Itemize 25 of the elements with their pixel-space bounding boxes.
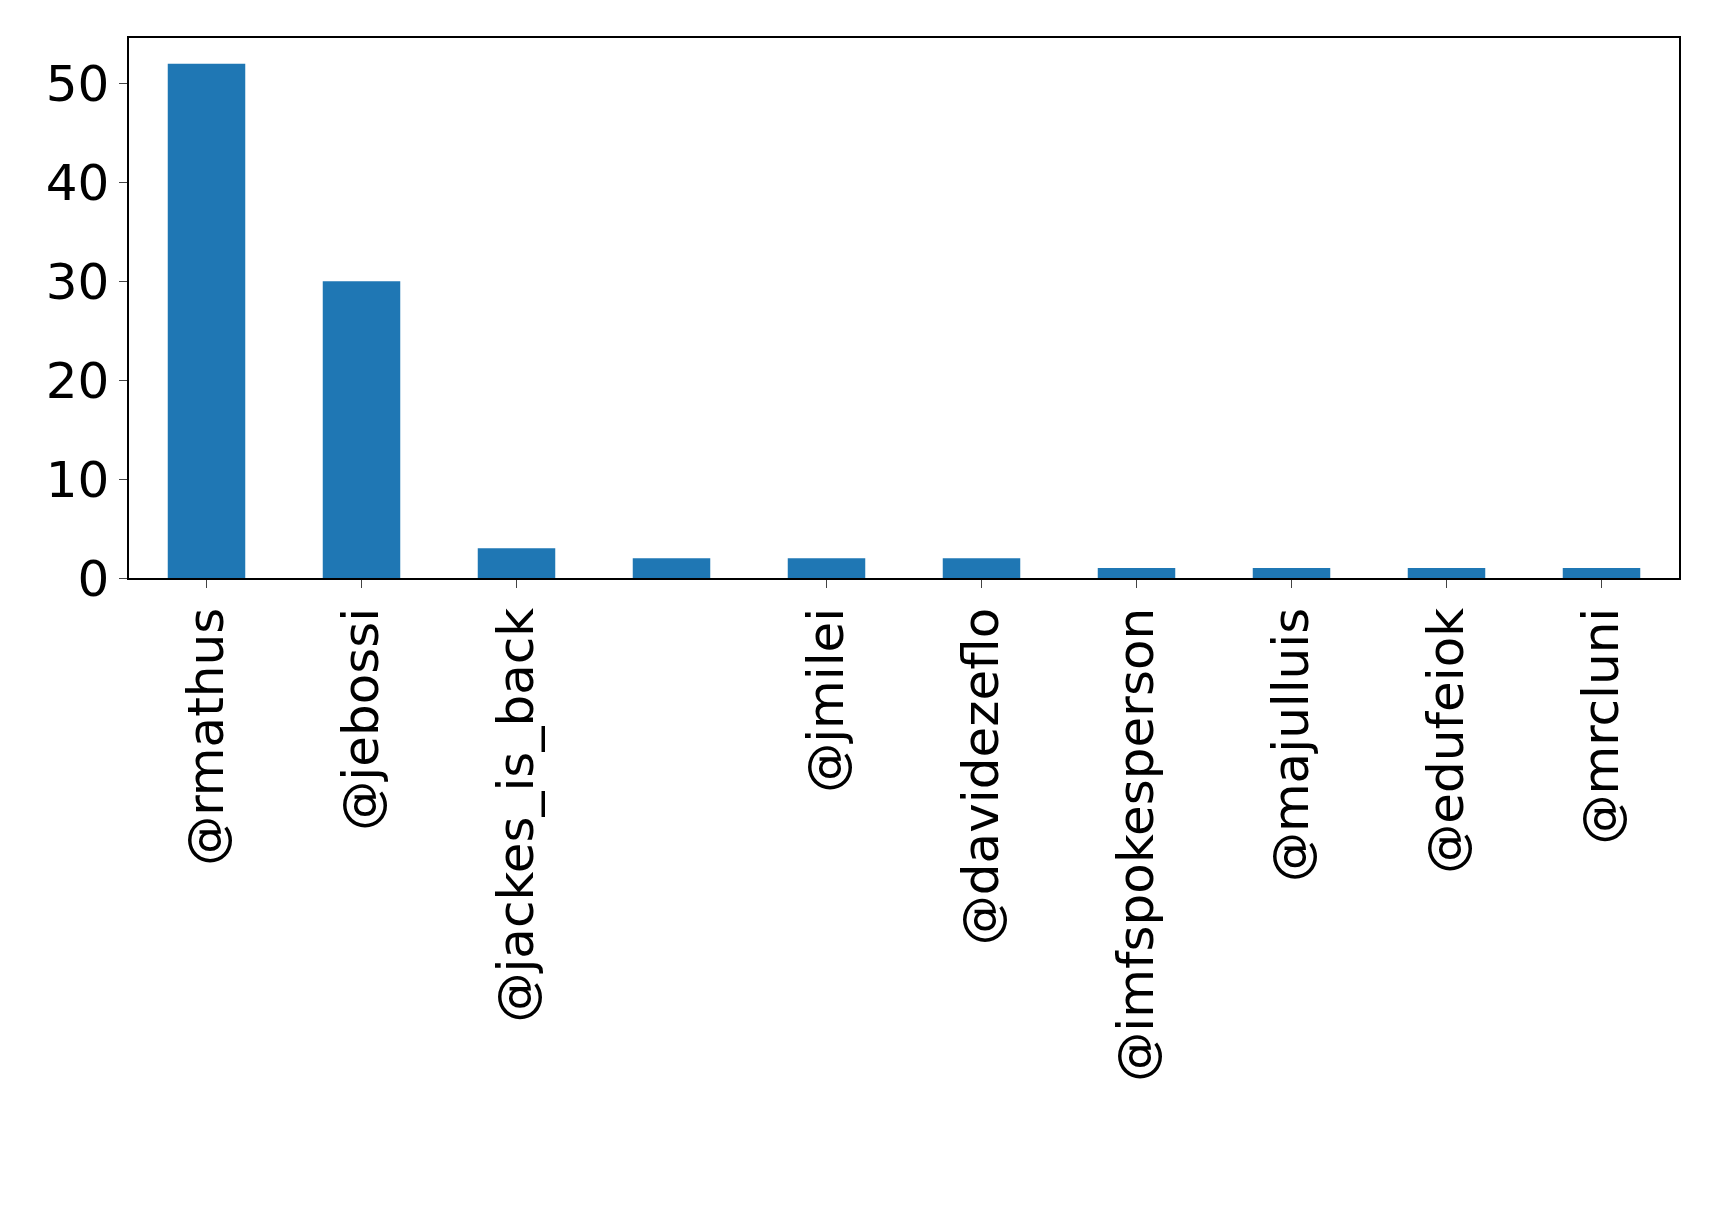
- y-tick-label: 50: [45, 54, 110, 113]
- y-tick-label: 40: [45, 153, 110, 212]
- x-tick-label: @mrcluni: [1571, 607, 1630, 845]
- bar: [787, 558, 866, 578]
- y-tick-label: 10: [45, 450, 110, 509]
- x-tick-label: @imfspokesperson: [1106, 607, 1165, 1082]
- x-tick-label: @edufeiok: [1416, 607, 1475, 874]
- y-tick-label: 30: [45, 252, 110, 311]
- y-tick-label: 0: [77, 549, 110, 608]
- x-tick-label: @jmilei: [796, 607, 855, 793]
- bar: [1097, 568, 1176, 578]
- bar: [1252, 568, 1331, 578]
- x-tick-label: @jebossi: [331, 607, 390, 831]
- bar: [1407, 568, 1486, 578]
- x-tick-label: @majulluis: [1261, 607, 1320, 883]
- bar: [322, 281, 401, 578]
- x-tick-label: @jackes_is_back: [486, 607, 545, 1023]
- bar: [942, 558, 1021, 578]
- bar: [1562, 568, 1641, 578]
- bar: [167, 63, 246, 578]
- x-tick-label: @davidezeflo: [951, 607, 1010, 946]
- y-tick-label: 20: [45, 351, 110, 410]
- x-tick-label: @rmathus: [176, 607, 235, 866]
- bar: [477, 548, 556, 578]
- bar: [632, 558, 711, 578]
